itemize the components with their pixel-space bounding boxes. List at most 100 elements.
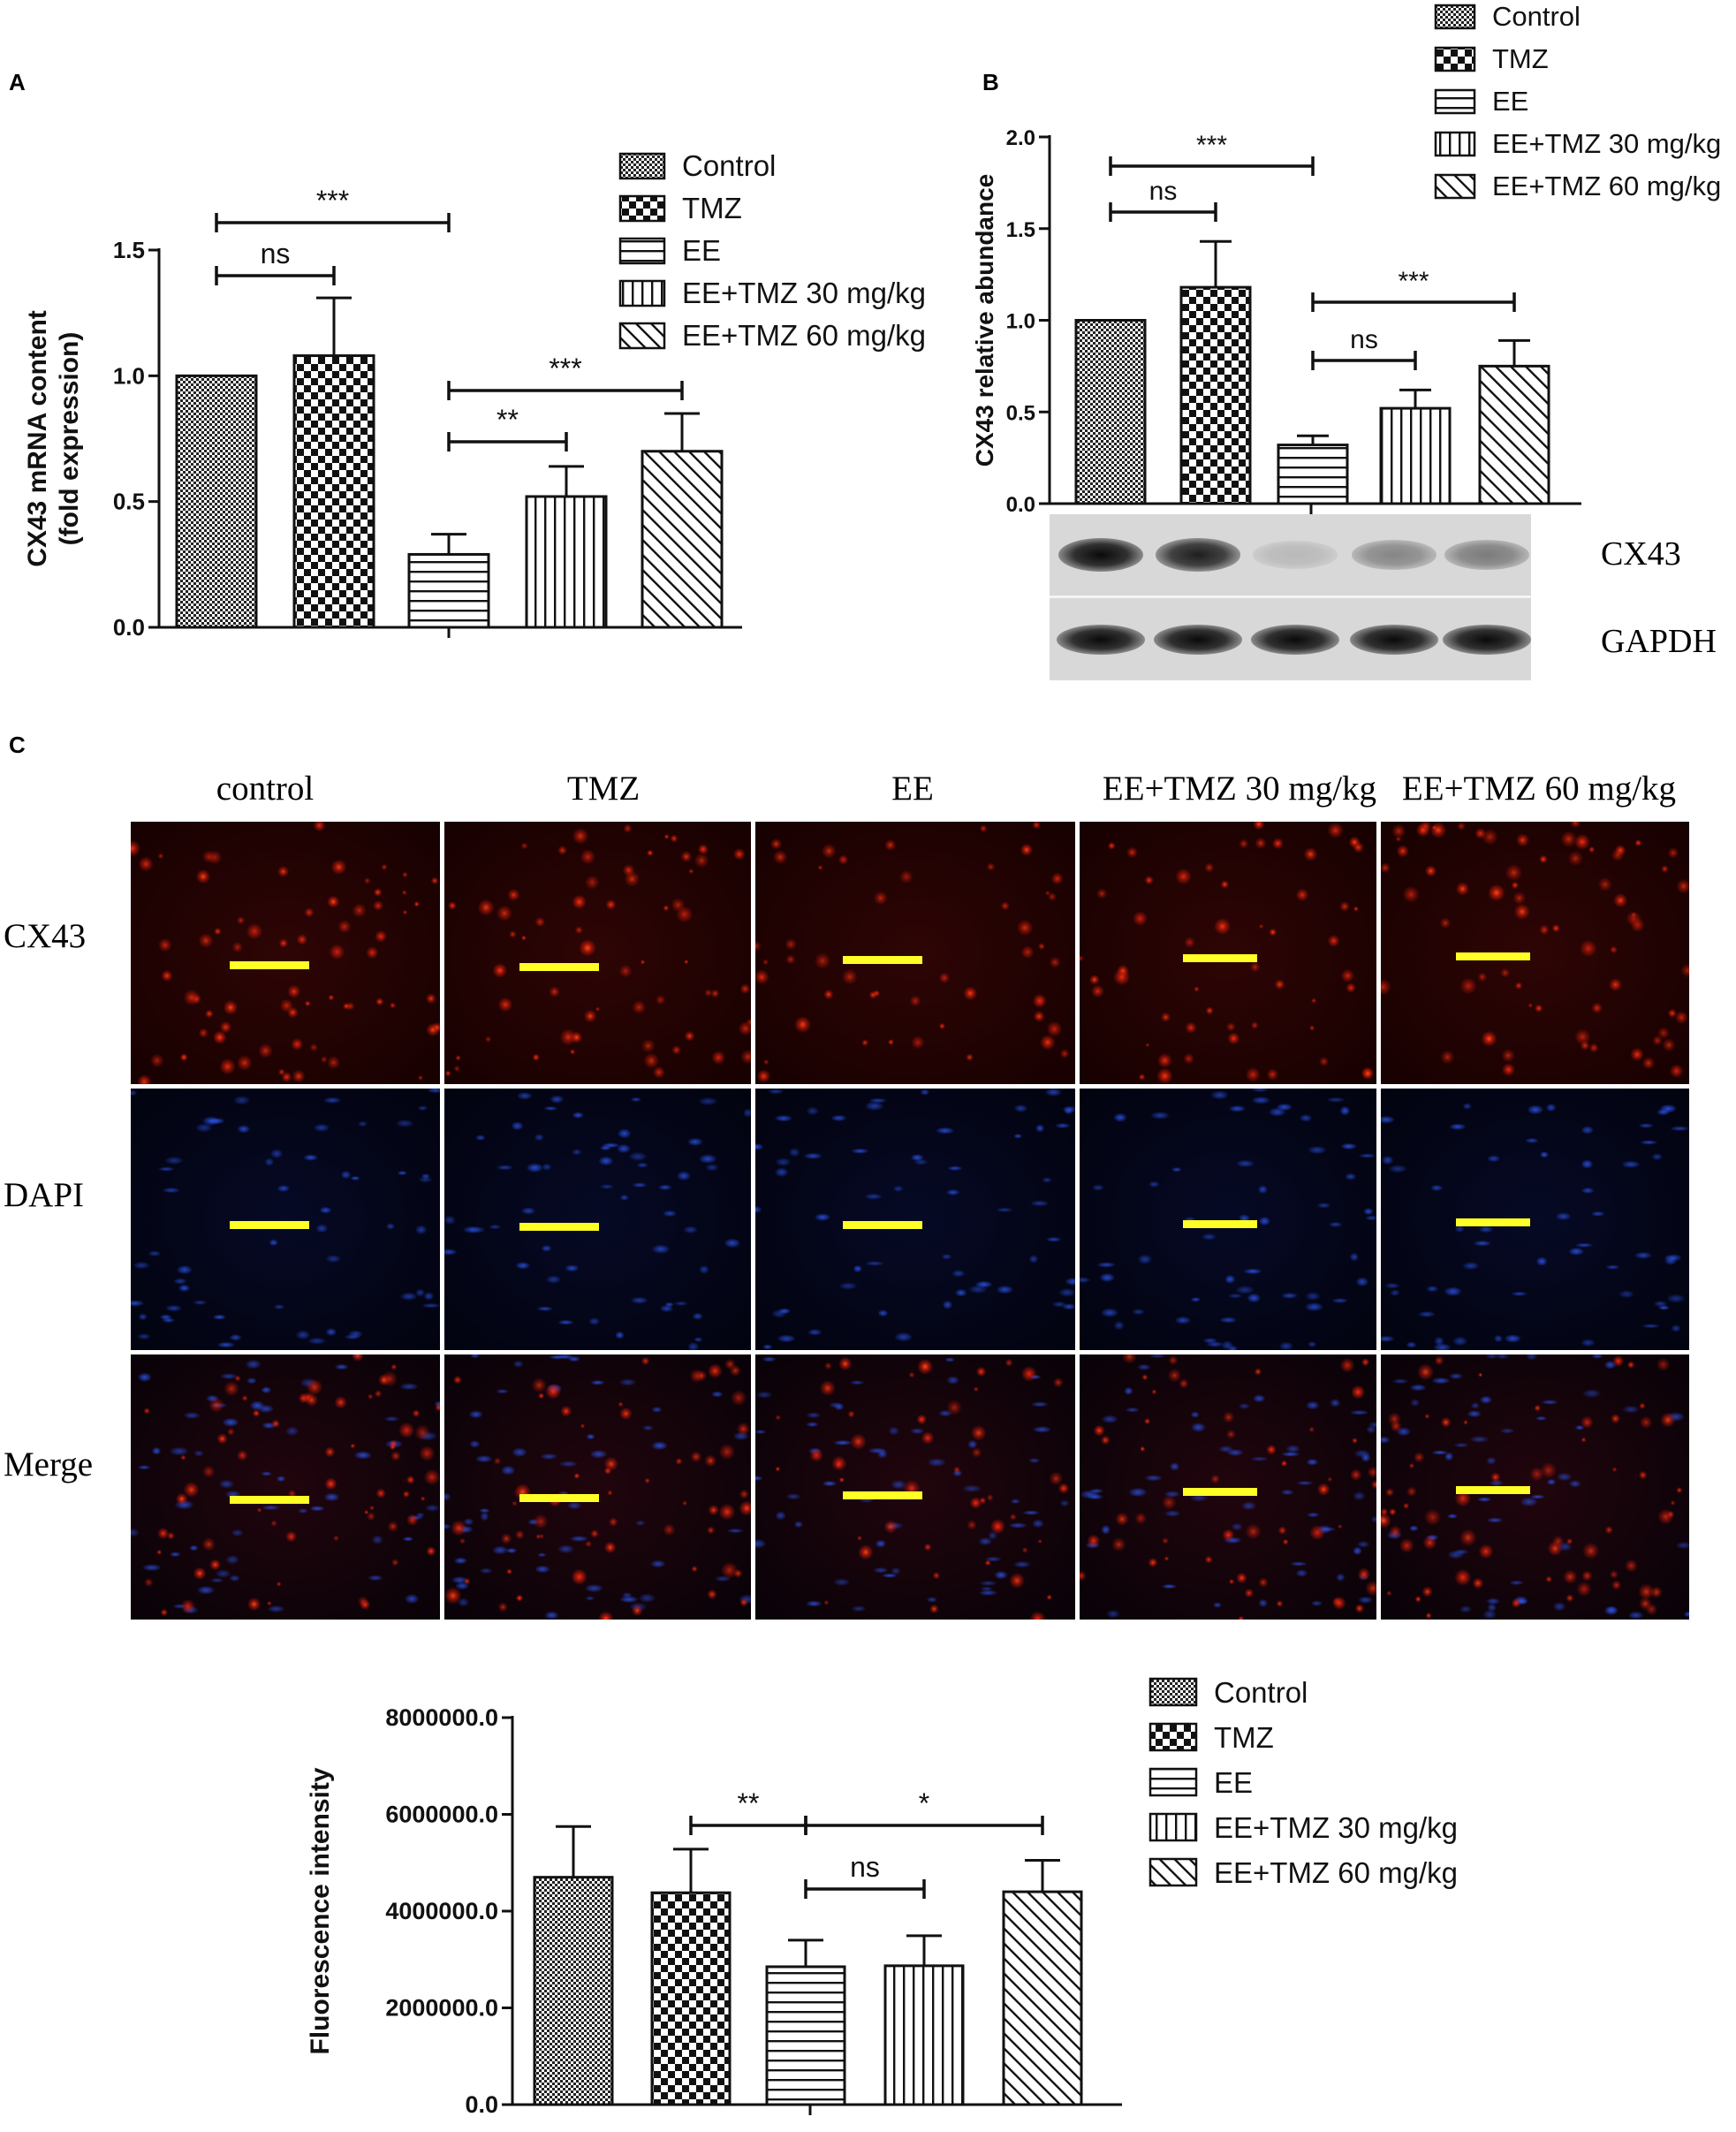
legend-label: TMZ xyxy=(682,192,742,224)
legend-swatch xyxy=(1148,1767,1198,1797)
y-tick-label: 1.5 xyxy=(1006,218,1035,242)
legend-label: Control xyxy=(1214,1676,1308,1709)
significance-label: ** xyxy=(497,404,519,436)
legend-swatch xyxy=(618,194,666,223)
micrograph-merge-3 xyxy=(755,1354,1075,1620)
y-tick-label: 0.0 xyxy=(465,2091,498,2118)
y-axis-label: Fluorescence intensity xyxy=(306,1767,335,2054)
y-tick-label: 2000000.0 xyxy=(385,1995,498,2022)
blot-band xyxy=(1352,540,1437,570)
scale-bar xyxy=(230,961,309,969)
bar xyxy=(1277,444,1349,505)
bar xyxy=(175,374,258,629)
y-tick-label: 6000000.0 xyxy=(385,1802,498,1828)
legend-swatch xyxy=(1434,4,1476,30)
y-tick-label: 2.0 xyxy=(1006,126,1035,150)
micrograph-cx43-3 xyxy=(755,822,1075,1084)
bar xyxy=(407,552,490,629)
y-tick-label: 0.5 xyxy=(1006,401,1035,425)
blot-label-gapdh: GAPDH xyxy=(1601,623,1717,660)
microscopy-grid: control TMZ EE EE+TMZ 30 mg/kg EE+TMZ 60 mg/… xyxy=(0,760,1736,1626)
column-title: control xyxy=(216,770,315,808)
micrograph-dapi-5 xyxy=(1381,1089,1689,1350)
scale-bar xyxy=(843,1221,922,1229)
scale-bar xyxy=(843,1491,922,1499)
scale-bar xyxy=(1456,952,1530,960)
micrograph-cx43-5 xyxy=(1381,822,1689,1084)
legend-swatch xyxy=(1434,46,1476,72)
legend-label: TMZ xyxy=(1492,43,1549,74)
legend-swatch xyxy=(618,279,666,307)
western-blot xyxy=(1050,514,1531,680)
bar xyxy=(883,1964,965,2106)
y-tick-label: 1.5 xyxy=(113,237,145,263)
bar xyxy=(292,354,375,629)
legend-label: EE+TMZ 60 mg/kg xyxy=(1492,171,1721,201)
micrograph-cx43-4 xyxy=(1080,822,1376,1084)
significance-label: *** xyxy=(1196,131,1227,160)
scale-bar xyxy=(843,956,922,964)
legend-label: EE xyxy=(1214,1766,1253,1799)
significance-label: ns xyxy=(1350,325,1378,354)
significance-label: ns xyxy=(1149,177,1178,206)
significance-label: ns xyxy=(261,238,291,269)
scale-bar xyxy=(230,1496,309,1504)
y-tick-label: 0.5 xyxy=(113,489,145,515)
scale-bar xyxy=(1456,1218,1530,1226)
y-axis-label: CX43 relative abundance xyxy=(971,174,998,467)
micrograph-cx43-2 xyxy=(444,822,751,1084)
scale-bar xyxy=(519,1223,599,1231)
scale-bar xyxy=(1183,1488,1257,1496)
significance-label: ns xyxy=(850,1851,880,1883)
blot-band xyxy=(1251,625,1339,655)
significance-label: *** xyxy=(1398,267,1429,296)
y-tick-label: 1.0 xyxy=(113,362,145,389)
bar xyxy=(1478,364,1550,505)
micrograph-merge-4 xyxy=(1080,1354,1376,1620)
micrograph-dapi-3 xyxy=(755,1089,1075,1350)
micrograph-dapi-4 xyxy=(1080,1089,1376,1350)
row-label: DAPI xyxy=(4,1176,85,1214)
legend-swatch xyxy=(1148,1677,1198,1707)
scale-bar xyxy=(230,1221,309,1229)
y-tick-label: 4000000.0 xyxy=(385,1898,498,1924)
micrograph-cx43-1 xyxy=(131,822,440,1084)
legend-label: EE+TMZ 60 mg/kg xyxy=(682,319,926,352)
significance-label: *** xyxy=(549,353,581,384)
column-title: EE+TMZ 60 mg/kg xyxy=(1401,770,1677,808)
legend-swatch xyxy=(1434,173,1476,200)
y-tick-label: 0.0 xyxy=(113,614,145,641)
blot-band xyxy=(1350,625,1438,655)
legend-label: Control xyxy=(682,149,776,182)
column-title: TMZ xyxy=(566,770,641,808)
scale-bar xyxy=(1456,1486,1530,1494)
chart-b: 0.0 0.5 1.0 1.5 2.0 CX43 relative abundance ns… xyxy=(971,1,1721,517)
significance-label: *** xyxy=(316,185,349,216)
significance-label: * xyxy=(919,1787,929,1819)
panel-label-b: B xyxy=(982,69,999,95)
scale-bar xyxy=(1183,1220,1257,1228)
blot-band xyxy=(1058,538,1143,572)
legend-swatch xyxy=(1148,1812,1198,1842)
y-axis-label: CX43 mRNA content xyxy=(23,310,52,567)
legend-label: Control xyxy=(1492,1,1581,32)
bar xyxy=(1179,285,1252,505)
y-tick-label: 8000000.0 xyxy=(385,1704,498,1731)
bar xyxy=(533,1876,614,2106)
bar xyxy=(1002,1890,1083,2106)
scale-bar xyxy=(519,963,599,971)
bar xyxy=(1379,406,1452,505)
micrograph-merge-5 xyxy=(1381,1354,1689,1620)
micrograph-dapi-1 xyxy=(131,1089,440,1350)
blot-band xyxy=(1156,538,1240,572)
panel-label-c: C xyxy=(9,732,26,758)
legend-swatch xyxy=(618,152,666,180)
column-title: EE xyxy=(891,770,934,808)
y-tick-label: 0.0 xyxy=(1006,493,1035,517)
chart-c: 0.0 2000000.0 4000000.0 6000000.0 8000000.0 F… xyxy=(306,1676,1458,2118)
significance-label: ** xyxy=(738,1787,760,1819)
micrograph-merge-2 xyxy=(444,1354,751,1620)
y-axis-label-2: (fold expression) xyxy=(55,332,84,546)
bar xyxy=(765,1965,846,2106)
row-label: Merge xyxy=(4,1445,94,1483)
